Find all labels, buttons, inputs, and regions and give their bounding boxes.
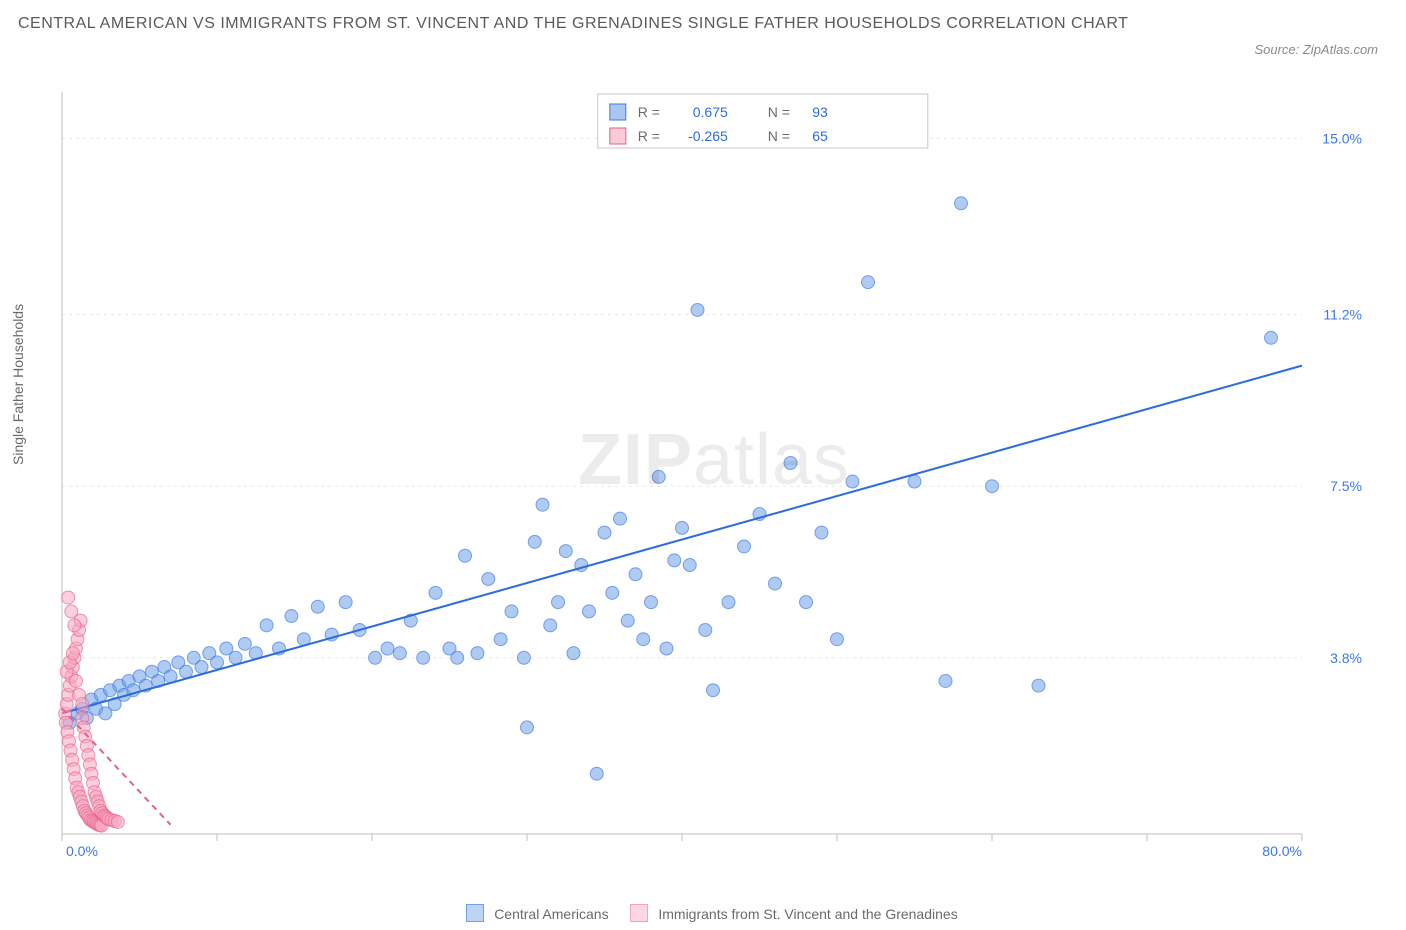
chart-title: CENTRAL AMERICAN VS IMMIGRANTS FROM ST. … [18, 12, 1246, 36]
svg-text:3.8%: 3.8% [1330, 650, 1362, 666]
plot-svg: 3.8% 7.5% 11.2% 15.0% 0.0% 80.0% R = 0.675 N = 93… [56, 86, 1372, 866]
svg-text:R =: R = [638, 104, 660, 120]
svg-text:7.5%: 7.5% [1330, 478, 1362, 494]
source-attribution: Source: ZipAtlas.com [1254, 42, 1378, 57]
legend-label-svg: Immigrants from St. Vincent and the Gren… [658, 906, 957, 922]
legend-swatch-central [466, 904, 484, 922]
svg-text:0.675: 0.675 [693, 104, 728, 120]
legend-swatch-svg [630, 904, 648, 922]
scatter-plot: 3.8% 7.5% 11.2% 15.0% 0.0% 80.0% R = 0.675 N = 93… [56, 86, 1372, 866]
svg-text:80.0%: 80.0% [1262, 843, 1302, 859]
svg-text:65: 65 [812, 128, 828, 144]
y-axis-label: Single Father Households [10, 304, 26, 465]
svg-text:-0.265: -0.265 [688, 128, 728, 144]
legend-label-central: Central Americans [494, 906, 608, 922]
bottom-legend: Central Americans Immigrants from St. Vi… [0, 904, 1406, 922]
svg-text:R =: R = [638, 128, 660, 144]
svg-text:93: 93 [812, 104, 828, 120]
svg-text:0.0%: 0.0% [66, 843, 98, 859]
svg-text:N =: N = [768, 104, 790, 120]
svg-text:N =: N = [768, 128, 790, 144]
svg-text:11.2%: 11.2% [1323, 307, 1362, 323]
svg-text:15.0%: 15.0% [1322, 130, 1362, 146]
